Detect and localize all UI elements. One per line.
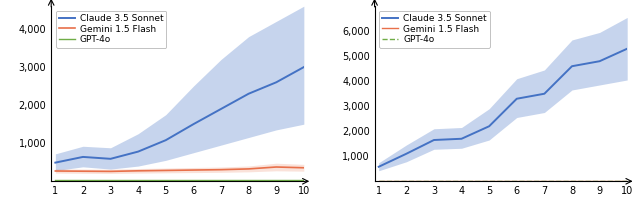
GPT-4o [79,179,87,181]
Legend: Claude 3.5 Sonnet, Gemini 1.5 Flash, GPT-4o: Claude 3.5 Sonnet, Gemini 1.5 Flash, GPT… [56,11,166,48]
GPT-4o [485,179,493,182]
GPT-4o [244,179,252,181]
Line: Gemini 1.5 Flash: Gemini 1.5 Flash [55,167,304,171]
GPT-4o [107,179,115,181]
Claude 3.5 Sonnet [541,92,548,95]
Claude 3.5 Sonnet [623,47,631,50]
GPT-4o [51,179,59,181]
Claude 3.5 Sonnet [596,60,604,62]
Claude 3.5 Sonnet [273,81,280,84]
Gemini 1.5 Flash [430,179,438,182]
Line: Claude 3.5 Sonnet: Claude 3.5 Sonnet [55,67,304,163]
Claude 3.5 Sonnet [403,152,410,155]
Claude 3.5 Sonnet [51,161,59,164]
Gemini 1.5 Flash [596,179,604,182]
Gemini 1.5 Flash [107,170,115,173]
Gemini 1.5 Flash [300,166,308,169]
GPT-4o [541,179,548,182]
Claude 3.5 Sonnet [134,150,142,153]
Claude 3.5 Sonnet [300,66,308,68]
Gemini 1.5 Flash [541,179,548,182]
Gemini 1.5 Flash [189,169,197,171]
Claude 3.5 Sonnet [458,138,465,140]
Gemini 1.5 Flash [403,179,410,182]
Gemini 1.5 Flash [623,179,631,182]
GPT-4o [134,179,142,181]
Gemini 1.5 Flash [51,170,59,172]
Claude 3.5 Sonnet [79,156,87,158]
Gemini 1.5 Flash [134,170,142,172]
GPT-4o [568,179,576,182]
GPT-4o [430,179,438,182]
GPT-4o [273,179,280,181]
Claude 3.5 Sonnet [485,125,493,128]
Claude 3.5 Sonnet [568,65,576,67]
GPT-4o [513,179,520,182]
GPT-4o [300,179,308,181]
Gemini 1.5 Flash [273,166,280,168]
Legend: Claude 3.5 Sonnet, Gemini 1.5 Flash, GPT-4o: Claude 3.5 Sonnet, Gemini 1.5 Flash, GPT… [379,11,490,48]
GPT-4o [189,179,197,181]
GPT-4o [375,179,383,182]
GPT-4o [217,179,225,181]
Claude 3.5 Sonnet [107,158,115,160]
Claude 3.5 Sonnet [244,92,252,95]
Line: Claude 3.5 Sonnet: Claude 3.5 Sonnet [379,49,627,167]
GPT-4o [596,179,604,182]
Claude 3.5 Sonnet [375,166,383,168]
Gemini 1.5 Flash [375,179,383,182]
Gemini 1.5 Flash [485,179,493,182]
Gemini 1.5 Flash [79,170,87,172]
Claude 3.5 Sonnet [430,139,438,141]
Gemini 1.5 Flash [513,179,520,182]
Claude 3.5 Sonnet [189,123,197,125]
Claude 3.5 Sonnet [162,139,170,141]
Gemini 1.5 Flash [217,169,225,171]
Gemini 1.5 Flash [244,168,252,170]
GPT-4o [162,179,170,181]
GPT-4o [458,179,465,182]
GPT-4o [403,179,410,182]
Gemini 1.5 Flash [458,179,465,182]
GPT-4o [623,179,631,182]
Gemini 1.5 Flash [162,169,170,172]
Claude 3.5 Sonnet [217,108,225,110]
Claude 3.5 Sonnet [513,97,520,100]
Gemini 1.5 Flash [568,179,576,182]
